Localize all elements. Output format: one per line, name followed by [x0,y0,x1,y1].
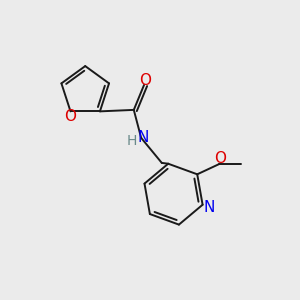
Text: O: O [214,151,226,166]
Text: O: O [140,73,152,88]
Text: N: N [138,130,149,146]
Text: N: N [203,200,215,214]
Text: H: H [127,134,137,148]
Text: O: O [64,109,76,124]
